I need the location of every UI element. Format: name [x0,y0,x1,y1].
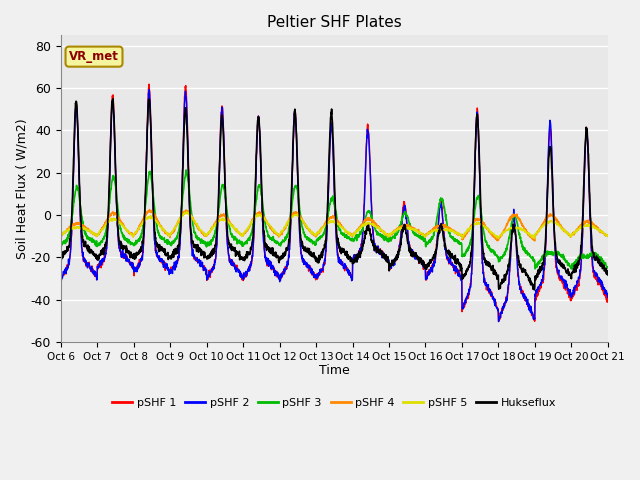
Hukseflux [210,251,218,257]
pSHF 3 [182,167,190,173]
pSHF 4 [604,232,612,238]
pSHF 5 [493,233,501,239]
pSHF 2 [145,87,153,93]
Hukseflux [362,228,370,234]
pSHF 1 [493,306,501,312]
pSHF 1 [531,318,539,324]
Line: pSHF 2: pSHF 2 [61,90,608,322]
pSHF 5 [210,224,218,229]
pSHF 3 [493,254,501,260]
Legend: pSHF 1, pSHF 2, pSHF 3, pSHF 4, pSHF 5, Hukseflux: pSHF 1, pSHF 2, pSHF 3, pSHF 4, pSHF 5, … [108,394,561,412]
pSHF 2 [493,306,501,312]
pSHF 4 [556,222,564,228]
Text: VR_met: VR_met [69,50,119,63]
pSHF 3 [571,262,579,267]
Hukseflux [604,272,612,278]
pSHF 2 [495,319,502,324]
pSHF 1 [350,254,358,260]
pSHF 1 [145,81,153,87]
pSHF 4 [362,216,370,222]
pSHF 3 [604,265,612,271]
pSHF 4 [493,238,501,243]
Line: pSHF 1: pSHF 1 [61,84,608,321]
pSHF 3 [568,266,575,272]
pSHF 4 [571,229,579,235]
pSHF 2 [571,285,579,290]
pSHF 1 [210,265,218,271]
pSHF 5 [604,232,612,238]
pSHF 3 [362,213,370,219]
Hukseflux [57,253,65,259]
Hukseflux [109,96,116,102]
pSHF 1 [571,287,579,293]
pSHF 1 [556,275,564,280]
pSHF 1 [604,297,612,303]
Line: pSHF 3: pSHF 3 [61,170,608,269]
Line: pSHF 5: pSHF 5 [61,212,608,239]
pSHF 4 [350,230,358,236]
pSHF 5 [183,209,191,215]
pSHF 5 [571,230,579,236]
pSHF 5 [556,222,564,228]
pSHF 2 [57,274,65,280]
pSHF 2 [604,295,612,300]
pSHF 4 [531,238,539,244]
pSHF 3 [57,242,65,248]
pSHF 3 [210,234,218,240]
Hukseflux [531,287,538,293]
pSHF 4 [210,224,218,229]
pSHF 3 [556,252,563,257]
Hukseflux [493,273,501,279]
pSHF 2 [210,264,218,270]
pSHF 4 [57,233,65,239]
Title: Peltier SHF Plates: Peltier SHF Plates [267,15,402,30]
pSHF 5 [57,232,65,238]
pSHF 5 [350,231,358,237]
Line: Hukseflux: Hukseflux [61,99,608,290]
pSHF 2 [556,274,564,279]
pSHF 5 [458,236,466,241]
Hukseflux [556,260,564,266]
Line: pSHF 4: pSHF 4 [61,210,608,241]
pSHF 2 [350,252,358,257]
Hukseflux [571,266,579,272]
pSHF 4 [146,207,154,213]
pSHF 1 [362,149,370,155]
pSHF 3 [350,238,358,243]
X-axis label: Time: Time [319,364,349,377]
Hukseflux [350,258,358,264]
pSHF 5 [362,220,370,226]
Y-axis label: Soil Heat Flux ( W/m2): Soil Heat Flux ( W/m2) [15,118,28,259]
pSHF 2 [362,150,370,156]
pSHF 1 [57,273,65,279]
